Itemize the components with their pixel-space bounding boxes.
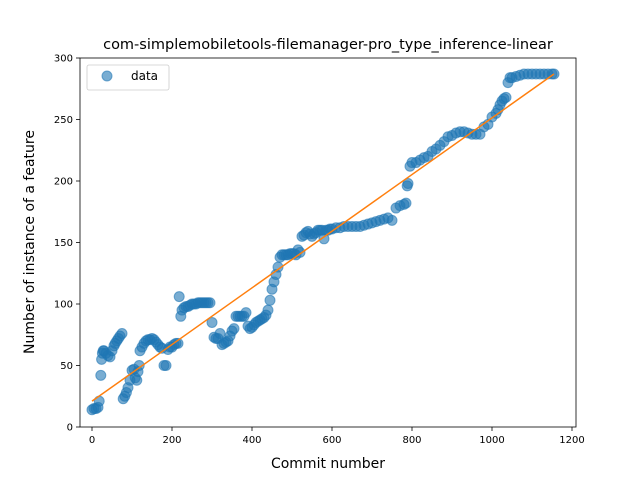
y-tick-label: 50 xyxy=(60,361,73,372)
y-tick-label: 100 xyxy=(54,300,73,311)
x-tick-label: 1000 xyxy=(479,435,504,446)
x-axis-label: Commit number xyxy=(271,456,385,472)
data-point xyxy=(160,360,172,371)
data-point xyxy=(133,360,145,371)
data-point xyxy=(500,91,512,103)
y-axis-ticks: 0 50 100 150 200 250 300 xyxy=(54,54,80,434)
y-axis-label: Number of instance of a feature xyxy=(22,130,38,354)
y-tick-label: 250 xyxy=(54,115,73,126)
data-point xyxy=(206,316,218,328)
data-point xyxy=(402,177,414,189)
x-tick-label: 1200 xyxy=(559,435,584,446)
x-tick-label: 800 xyxy=(402,435,421,446)
data-point xyxy=(173,291,185,303)
y-tick-label: 200 xyxy=(54,177,73,188)
x-axis-ticks: 0 200 400 600 800 1000 1200 xyxy=(89,427,585,446)
x-tick-label: 400 xyxy=(242,435,261,446)
x-tick-label: 0 xyxy=(89,435,95,446)
y-tick-label: 300 xyxy=(54,54,73,65)
data-point xyxy=(204,297,216,309)
chart-title: com-simplemobiletools-filemanager-pro_ty… xyxy=(103,37,553,53)
y-tick-label: 0 xyxy=(67,423,73,434)
data-point xyxy=(95,369,107,381)
data-point xyxy=(116,328,128,340)
fit-line-layer xyxy=(91,73,555,402)
legend-label: data xyxy=(131,69,158,83)
fit-line xyxy=(91,73,555,402)
legend: data xyxy=(86,64,170,91)
plot-area xyxy=(86,68,560,416)
data-point xyxy=(264,294,276,306)
x-tick-label: 200 xyxy=(162,435,181,446)
x-tick-label: 600 xyxy=(322,435,341,446)
data-point xyxy=(228,323,240,335)
data-point xyxy=(386,214,398,226)
legend-marker xyxy=(101,70,113,82)
data-point xyxy=(400,197,412,209)
data-point xyxy=(214,328,226,340)
data-point xyxy=(262,304,274,316)
data-point xyxy=(240,307,252,319)
y-tick-label: 150 xyxy=(54,238,73,249)
